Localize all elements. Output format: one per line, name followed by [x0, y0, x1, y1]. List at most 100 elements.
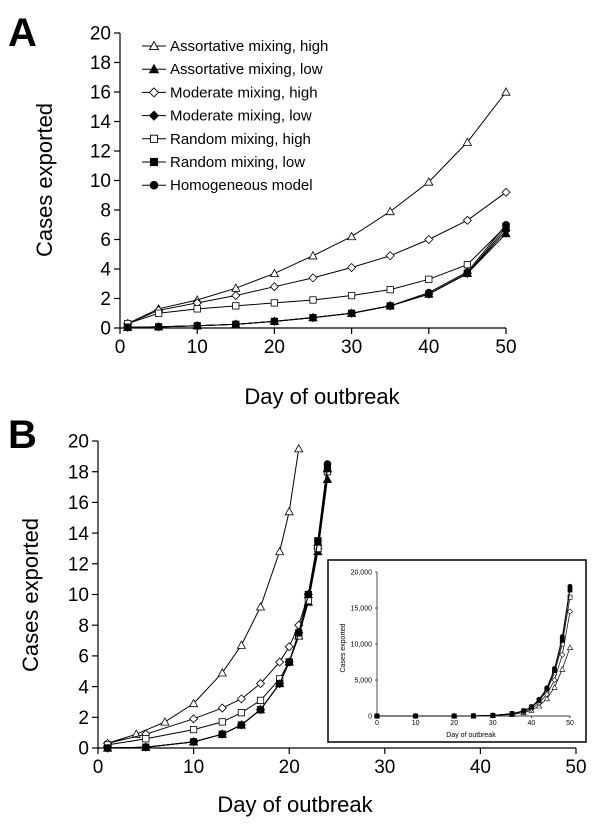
- inset-plot-area: [373, 583, 574, 720]
- panel-b-xlabel: Day of outbreak: [217, 792, 373, 817]
- panel-b-data-point: [217, 703, 227, 713]
- inset-data-point: [528, 704, 534, 710]
- panel-a-plot-area: [123, 87, 511, 332]
- panel-b-data-point: [304, 590, 313, 599]
- panel-a-data-point: [347, 262, 357, 273]
- legend-marker: [149, 157, 159, 167]
- panel-a-data-point: [463, 268, 472, 276]
- panel-b-y-tick-label: 0: [78, 739, 89, 760]
- panel-a-series-line: [127, 233, 507, 328]
- legend-marker: [148, 87, 160, 98]
- panel-b-data-point: [294, 629, 303, 637]
- panel-a-data-point: [154, 323, 163, 331]
- legend-label: Homogeneous model: [170, 177, 313, 194]
- panel-b-series-homogeneous-model: [103, 460, 332, 752]
- inset-data-point: [470, 713, 477, 719]
- legend-label: Moderate mixing, high: [170, 84, 318, 101]
- panel-b-ylabel: Cases exported: [18, 518, 43, 672]
- legend-item-random-mixing-low: Random mixing, low: [142, 154, 305, 171]
- inset-data-point: [451, 713, 457, 719]
- panel-b-series-line: [107, 471, 328, 744]
- panel-a-data-point: [269, 282, 279, 292]
- inset-data-point: [490, 712, 496, 718]
- inset-data-point: [567, 594, 573, 600]
- panel-b-data-point: [237, 709, 245, 717]
- inset-series-homogeneous-model: [374, 583, 573, 719]
- panel-b-axes: 0 10 20 30 40 50 0 2 4 6 8 10 12 14 16 18 20: [68, 432, 587, 778]
- panel-b-y-tick-label: 16: [68, 493, 89, 514]
- panel-a-data-point: [462, 137, 473, 146]
- inset-y-tick-label: 0: [368, 713, 372, 720]
- inset-data-point: [374, 713, 380, 719]
- panel-a-series-random-mixing-high: [124, 222, 510, 328]
- legend-marker: [148, 40, 160, 51]
- panel-a-data-point: [309, 313, 317, 322]
- panel-a-data-point: [231, 283, 241, 292]
- panel-a-series-moderate-mixing-low: [123, 226, 511, 332]
- panel-a-data-point: [386, 302, 395, 310]
- panel-a-data-point: [270, 317, 279, 326]
- panel-b-data-point: [189, 738, 198, 746]
- inset-y-tick-label: 20,000: [351, 569, 373, 576]
- panel-b-x-tick-label: 50: [565, 757, 586, 778]
- legend-marker: [148, 63, 160, 74]
- panel-b-y-tick-label: 6: [78, 647, 89, 668]
- legend-marker: [149, 134, 159, 143]
- inset-xlabel: Day of outbreak: [446, 732, 496, 739]
- panel-a-data-point: [501, 187, 511, 197]
- inset-data-point: [543, 695, 550, 702]
- panel-b-data-point: [237, 721, 246, 729]
- legend-item-random-mixing-high: Random mixing, high: [142, 131, 311, 148]
- panel-b-letter: B: [8, 413, 37, 457]
- legend-item-moderate-mixing-low: Moderate mixing, low: [142, 108, 312, 125]
- panel-b-data-point: [275, 679, 284, 688]
- inset-data-point: [544, 685, 550, 691]
- legend-item-assortative-mixing-high: Assortative mixing, high: [142, 38, 328, 55]
- inset-data-point: [566, 608, 574, 615]
- panel-b-series-line: [107, 471, 328, 746]
- panel-b-series-line: [107, 471, 328, 749]
- panel-a-x-tick-label: 40: [418, 337, 439, 358]
- panel-a-data-point: [232, 302, 240, 310]
- panel-a-y-tick-label: 0: [100, 319, 111, 340]
- panel-b-data-point: [160, 717, 170, 726]
- panel-a-y-tick-label: 4: [100, 260, 111, 281]
- legend-label: Assortative mixing, high: [170, 38, 328, 55]
- panel-b-data-point: [322, 474, 333, 483]
- panel-a-data-point: [347, 291, 356, 300]
- panel-a-data-point: [386, 286, 394, 294]
- inset-data-point: [559, 651, 566, 658]
- legend-label: Random mixing, low: [170, 154, 305, 171]
- panel-a-data-point: [308, 273, 318, 283]
- panel-a-series-line: [127, 91, 507, 325]
- panel-b-data-point: [218, 730, 227, 738]
- inset-data-point: [551, 683, 558, 690]
- panel-b-data-point: [255, 678, 266, 689]
- panel-a-data-point: [123, 323, 132, 332]
- panel-b-data-point: [255, 601, 266, 611]
- panel-b: B 0 10 20 30 40 50 0 2 4 6 8 10 12 14 16 18 20 Day of ou…: [8, 413, 587, 817]
- panel-a-y-tick-label: 18: [90, 53, 111, 74]
- inset-data-point: [552, 665, 558, 671]
- panel-b-data-point: [284, 642, 294, 652]
- panel-b-data-point: [142, 743, 150, 752]
- panel-a-data-point: [462, 215, 472, 225]
- panel-b-x-tick-label: 0: [93, 757, 104, 778]
- legend-label: Random mixing, high: [170, 131, 311, 148]
- inset-x-tick-label: 40: [528, 720, 536, 727]
- panel-b-data-point: [189, 714, 199, 724]
- inset-x-tick-label: 0: [375, 720, 379, 727]
- panel-b-series-line: [107, 463, 328, 749]
- legend-marker: [148, 110, 160, 121]
- panel-a-data-point: [425, 275, 433, 283]
- panel-b-data-point: [256, 705, 265, 714]
- panel-b-data-point: [189, 725, 198, 734]
- panel-a-x-tick-label: 20: [264, 337, 285, 358]
- panel-b-y-tick-label: 8: [78, 616, 89, 637]
- panel-a-x-tick-label: 50: [495, 337, 516, 358]
- panel-a-x-tick-label: 30: [341, 337, 362, 358]
- inset-y-tick-label: 15,000: [351, 605, 373, 612]
- panel-b-y-tick-label: 20: [68, 432, 89, 453]
- panel-a-series-homogeneous-model: [123, 220, 510, 332]
- panel-b-y-tick-label: 12: [68, 554, 89, 575]
